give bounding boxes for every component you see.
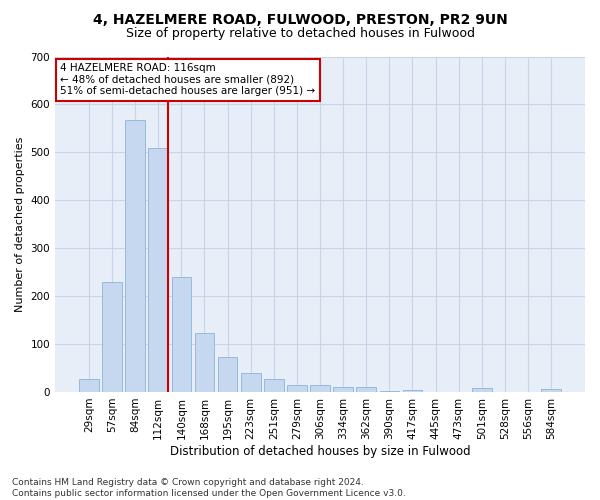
Bar [218, 358, 238, 392]
Bar [102, 282, 122, 392]
Bar [241, 373, 260, 392]
X-axis label: Distribution of detached houses by size in Fulwood: Distribution of detached houses by size … [170, 444, 470, 458]
Bar [334, 387, 353, 392]
Bar [125, 120, 145, 392]
Bar [380, 391, 399, 392]
Y-axis label: Number of detached properties: Number of detached properties [15, 136, 25, 312]
Bar [79, 379, 99, 392]
Bar [264, 380, 284, 392]
Bar [356, 387, 376, 392]
Bar [541, 388, 561, 392]
Text: 4 HAZELMERE ROAD: 116sqm
← 48% of detached houses are smaller (892)
51% of semi-: 4 HAZELMERE ROAD: 116sqm ← 48% of detach… [61, 63, 316, 96]
Text: Contains HM Land Registry data © Crown copyright and database right 2024.
Contai: Contains HM Land Registry data © Crown c… [12, 478, 406, 498]
Bar [194, 334, 214, 392]
Bar [310, 385, 330, 392]
Text: Size of property relative to detached houses in Fulwood: Size of property relative to detached ho… [125, 28, 475, 40]
Bar [287, 385, 307, 392]
Bar [472, 388, 491, 392]
Text: 4, HAZELMERE ROAD, FULWOOD, PRESTON, PR2 9UN: 4, HAZELMERE ROAD, FULWOOD, PRESTON, PR2… [92, 12, 508, 26]
Bar [403, 390, 422, 392]
Bar [148, 148, 168, 392]
Bar [172, 277, 191, 392]
